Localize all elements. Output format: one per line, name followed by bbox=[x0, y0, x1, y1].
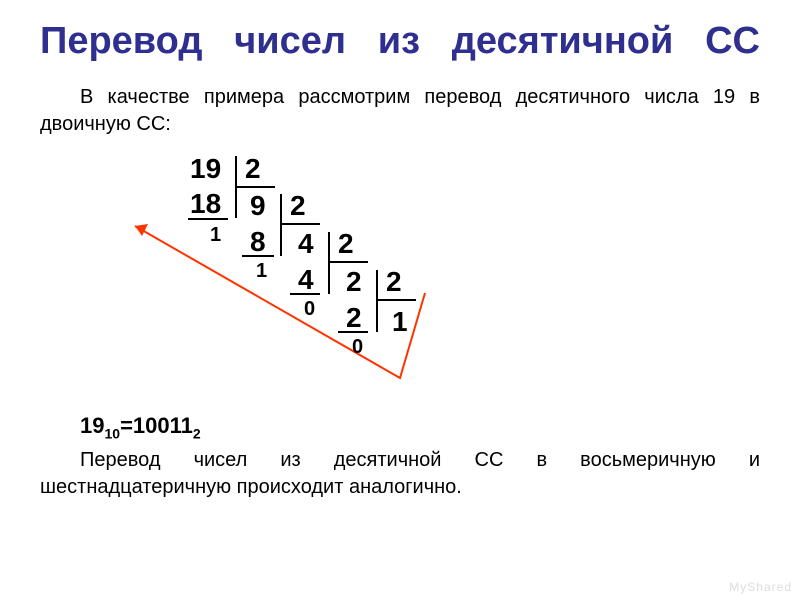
intro-text: В качестве примера рассмотрим перевод де… bbox=[40, 84, 760, 138]
remainder-1: 1 bbox=[256, 260, 267, 283]
subtrahend-3: 2 bbox=[346, 302, 362, 334]
slide: Перевод чисел из десятичной СС В качеств… bbox=[0, 0, 800, 600]
vline-3 bbox=[376, 270, 378, 332]
subtrahend-1: 8 bbox=[250, 226, 266, 258]
subline-3 bbox=[338, 331, 368, 333]
divisor-0: 2 bbox=[245, 153, 261, 185]
dividend-0: 19 bbox=[190, 153, 221, 185]
result-equation: 1910=100112 bbox=[40, 413, 760, 441]
subtrahend-0: 18 bbox=[190, 188, 221, 220]
remainder-2: 0 bbox=[304, 298, 315, 321]
subline-0 bbox=[188, 218, 228, 220]
subline-2 bbox=[290, 293, 320, 295]
quotient-3: 1 bbox=[392, 306, 408, 338]
divisor-3: 2 bbox=[386, 266, 402, 298]
outro-text: Перевод чисел из десятичной СС в восьмер… bbox=[40, 447, 760, 501]
remainder-0: 1 bbox=[210, 224, 221, 247]
hline-0 bbox=[235, 186, 275, 188]
quotient-0: 9 bbox=[250, 190, 266, 222]
quotient-2: 2 bbox=[346, 266, 362, 298]
watermark: MyShared bbox=[729, 580, 792, 594]
subline-1 bbox=[242, 255, 274, 257]
divisor-1: 2 bbox=[290, 190, 306, 222]
hline-1 bbox=[280, 223, 320, 225]
result-base10: 19 bbox=[80, 413, 104, 438]
divisor-2: 2 bbox=[338, 228, 354, 260]
vline-2 bbox=[328, 232, 330, 294]
division-diagram: 1918129812440222021 bbox=[40, 148, 760, 408]
slide-title: Перевод чисел из десятичной СС bbox=[40, 20, 760, 64]
hline-2 bbox=[328, 261, 368, 263]
remainder-3: 0 bbox=[352, 336, 363, 359]
hline-3 bbox=[376, 299, 416, 301]
result-sub2: 2 bbox=[193, 425, 201, 441]
vline-1 bbox=[280, 194, 282, 256]
subtrahend-2: 4 bbox=[298, 264, 314, 296]
quotient-1: 4 bbox=[298, 228, 314, 260]
result-sub10: 10 bbox=[104, 425, 120, 441]
result-binary: =10011 bbox=[120, 413, 193, 438]
